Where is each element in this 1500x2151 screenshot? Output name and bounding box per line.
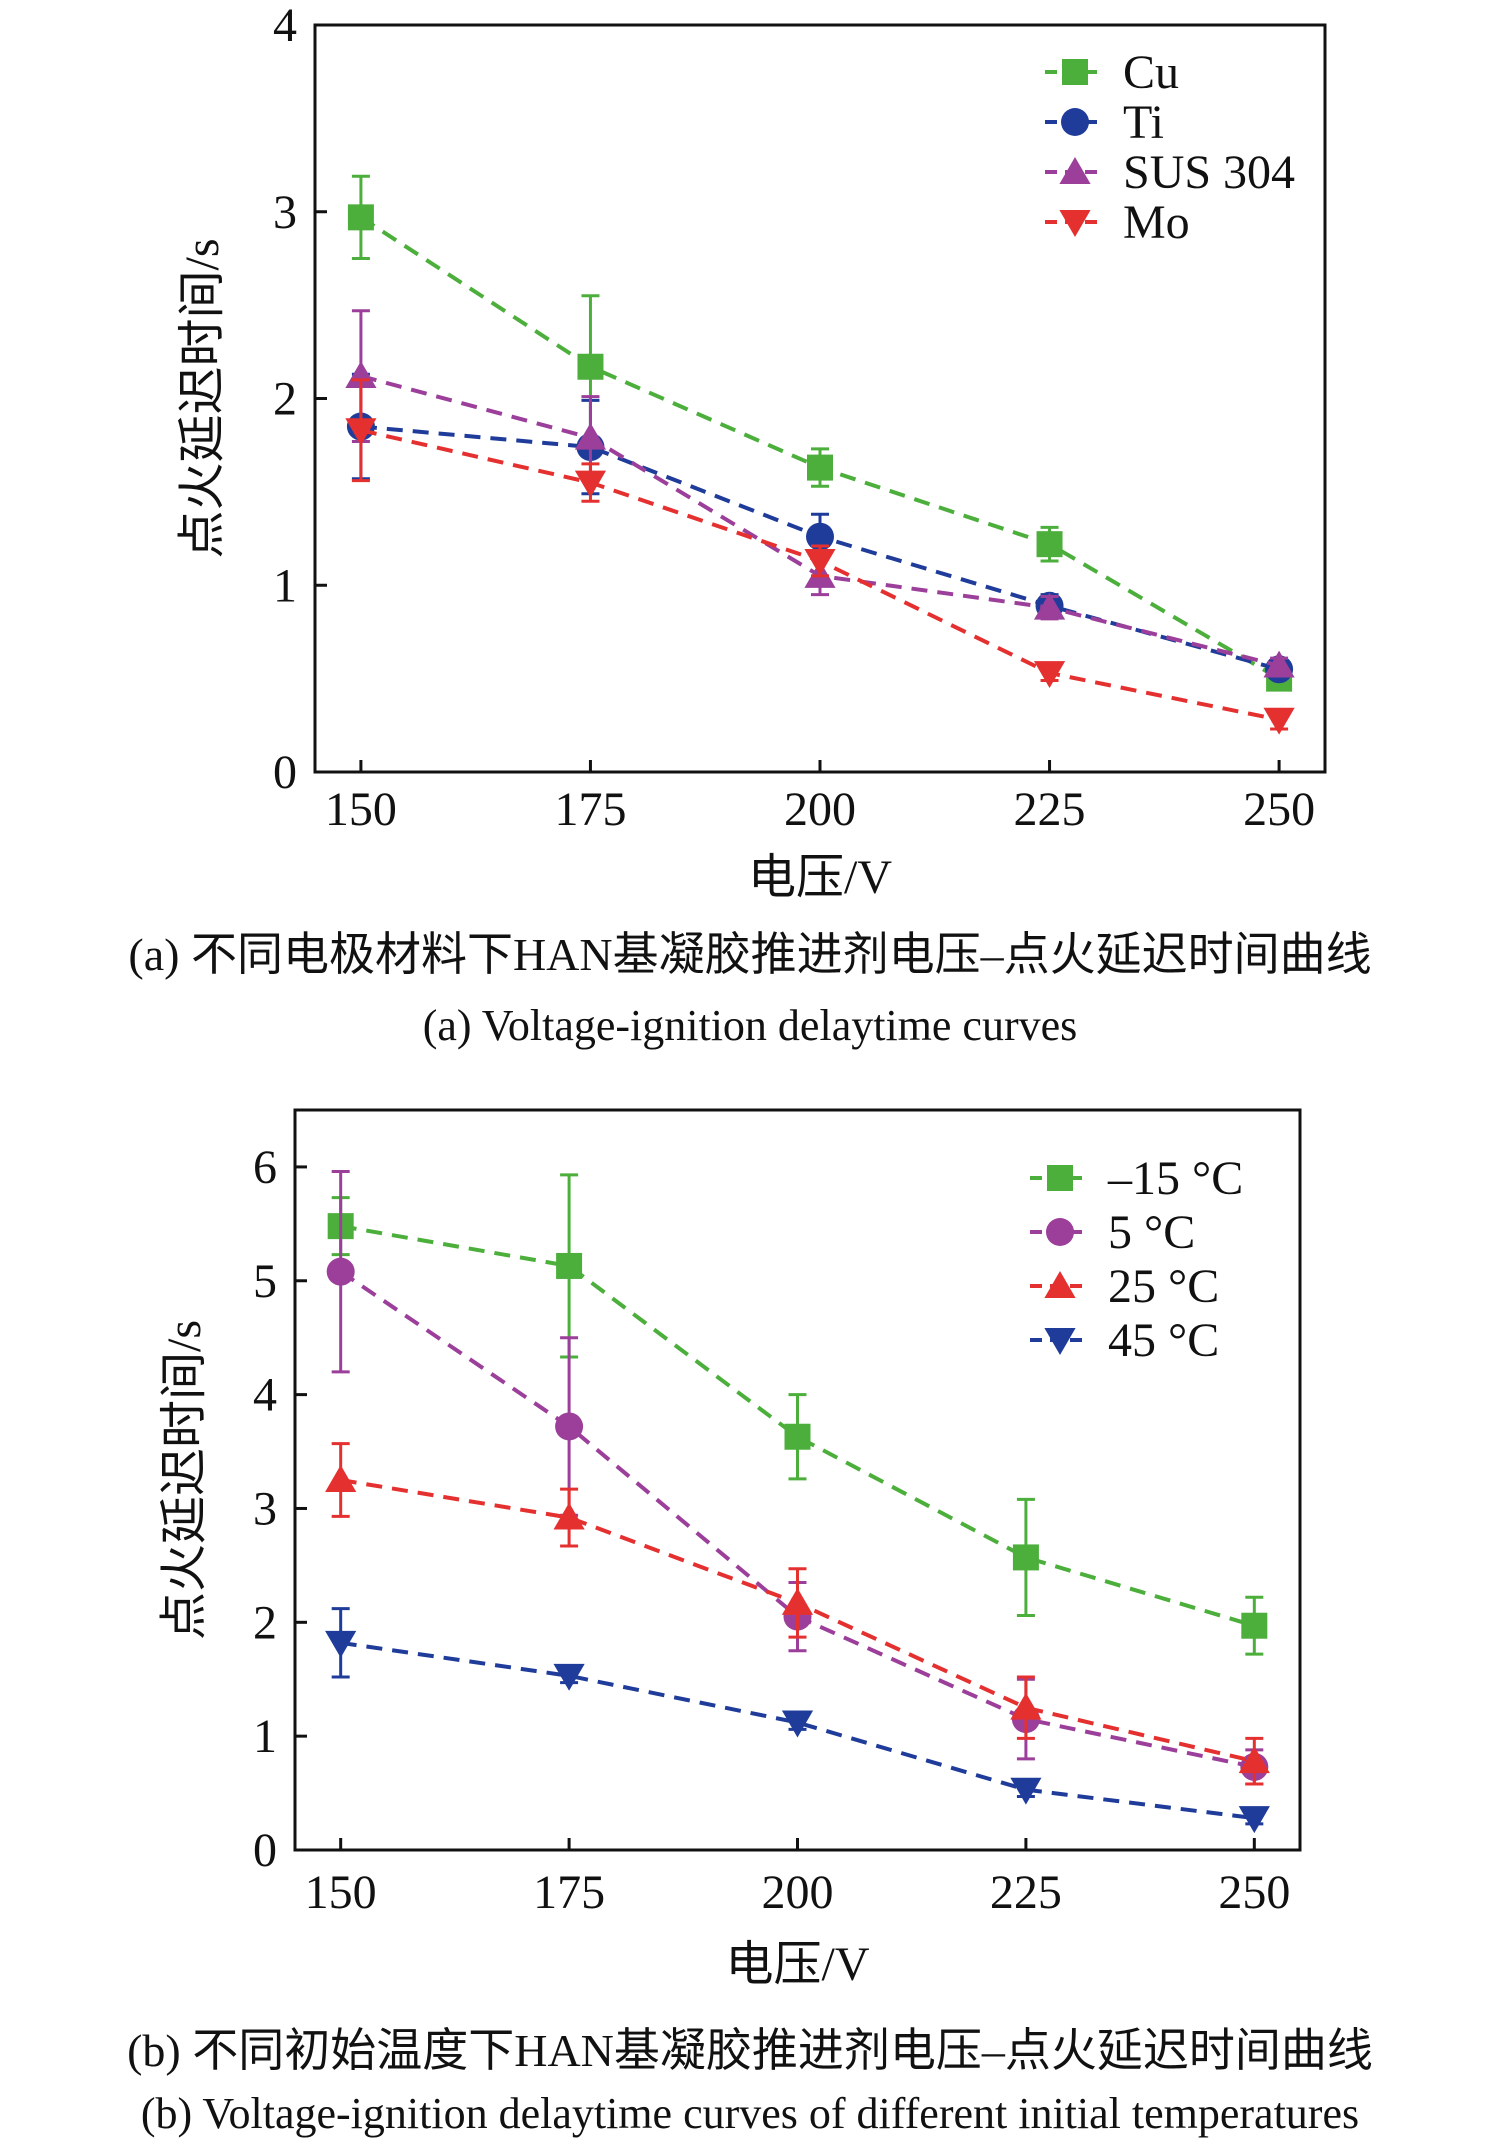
y-tick-label: 3 <box>253 1482 277 1535</box>
data-point <box>1012 1544 1039 1571</box>
y-axis-title: 点火延迟时间/s <box>176 238 229 558</box>
data-point <box>1238 1746 1270 1774</box>
legend-marker <box>1061 108 1089 136</box>
data-point <box>556 1252 583 1279</box>
legend-marker <box>1044 1271 1076 1298</box>
y-tick-label: 2 <box>273 373 297 426</box>
caption-b-chinese: (b) 不同初始温度下HAN基凝胶推进剂电压–点火延迟时间曲线 <box>127 2025 1373 2076</box>
y-tick-label: 0 <box>273 746 297 799</box>
series-45-c <box>325 1607 1270 1834</box>
y-tick-label: 1 <box>253 1710 277 1763</box>
chart-panel-a: 150 175 200 225 250 0 1 2 3 4 电压/V 点火延迟时间/s CuTiSUS … <box>176 0 1327 904</box>
data-point <box>1263 650 1295 678</box>
y-tick-label: 4 <box>273 0 297 52</box>
data-point <box>781 1588 814 1615</box>
data-point <box>806 522 834 551</box>
legend-label: 45 °C <box>1108 1314 1219 1367</box>
x-tick-label: 150 <box>305 1866 377 1919</box>
data-point <box>1238 1806 1270 1834</box>
data-point <box>1033 661 1066 688</box>
data-point <box>325 1630 357 1658</box>
plot-frame <box>313 23 1327 774</box>
data-point <box>1033 592 1066 620</box>
legend-marker <box>1062 59 1088 85</box>
data-point <box>577 353 604 380</box>
legend-label: 25 °C <box>1108 1260 1219 1313</box>
y-tick-label: 4 <box>253 1369 277 1422</box>
legend-marker <box>1047 1165 1073 1191</box>
data-point <box>326 1257 355 1286</box>
data-point <box>784 1423 811 1450</box>
caption-a-chinese: (a) 不同电极材料下HAN基凝胶推进剂电压–点火延迟时间曲线 <box>128 929 1371 980</box>
series-25-c <box>325 1442 1270 1786</box>
y-tick-label: 1 <box>273 559 297 612</box>
y-tick-label: 2 <box>253 1596 277 1649</box>
x-tick-label: 225 <box>990 1866 1062 1919</box>
data-point <box>781 1710 814 1738</box>
x-tick-label: 150 <box>325 783 397 836</box>
legend-marker <box>1059 157 1091 184</box>
data-point <box>1241 1612 1268 1639</box>
data-point <box>1036 531 1063 558</box>
series-15-c <box>327 1173 1268 1656</box>
series-ti <box>346 372 1294 684</box>
legend-label: Ti <box>1123 96 1164 149</box>
data-point <box>804 549 836 576</box>
data-point <box>347 204 374 231</box>
data-point <box>807 454 833 481</box>
y-tick-label: 0 <box>253 1824 277 1877</box>
legend-marker <box>1059 210 1091 237</box>
x-tick-label: 250 <box>1243 783 1315 836</box>
data-point <box>1010 1692 1042 1720</box>
x-tick-label: 175 <box>533 1866 605 1919</box>
legend-label: Cu <box>1123 46 1179 99</box>
data-point <box>553 1663 585 1691</box>
data-point <box>1263 707 1295 735</box>
x-tick-label: 250 <box>1218 1866 1290 1919</box>
x-tick-label: 200 <box>762 1866 834 1919</box>
data-point <box>1010 1777 1042 1805</box>
x-axis-title: 电压/V <box>748 851 892 904</box>
legend-label: 5 °C <box>1108 1206 1195 1259</box>
legend-label: Mo <box>1123 196 1190 249</box>
y-tick-label: 3 <box>273 186 297 239</box>
x-axis-title: 电压/V <box>725 1938 869 1991</box>
series-sus-304 <box>345 309 1295 678</box>
data-point <box>325 1465 357 1492</box>
legend-marker <box>1044 1328 1076 1355</box>
y-tick-label: 6 <box>253 1141 277 1194</box>
y-axis-title: 点火延迟时间/s <box>158 1320 211 1640</box>
x-tick-label: 225 <box>1014 783 1086 836</box>
data-point <box>574 470 607 498</box>
legend-marker <box>1046 1218 1074 1246</box>
series-mo <box>345 378 1295 735</box>
caption-a-english: (a) Voltage-ignition delaytime curves <box>423 1001 1078 1050</box>
legend-label: –15 °C <box>1107 1152 1243 1205</box>
data-point <box>574 422 607 450</box>
caption-b-english: (b) Voltage-ignition delaytime curves of… <box>141 2089 1359 2138</box>
data-point <box>345 418 377 446</box>
y-tick-label: 5 <box>253 1255 277 1308</box>
data-point <box>555 1412 584 1441</box>
legend-label: SUS 304 <box>1123 146 1295 199</box>
series-cu <box>347 174 1293 692</box>
x-tick-label: 200 <box>784 783 856 836</box>
x-tick-label: 175 <box>554 783 626 836</box>
chart-panel-b: 150 175 200 225 250 0 1 2 3 4 5 6 电压/V 点火延迟时间/s –15 °C… <box>158 1108 1302 1991</box>
data-point <box>553 1502 585 1530</box>
